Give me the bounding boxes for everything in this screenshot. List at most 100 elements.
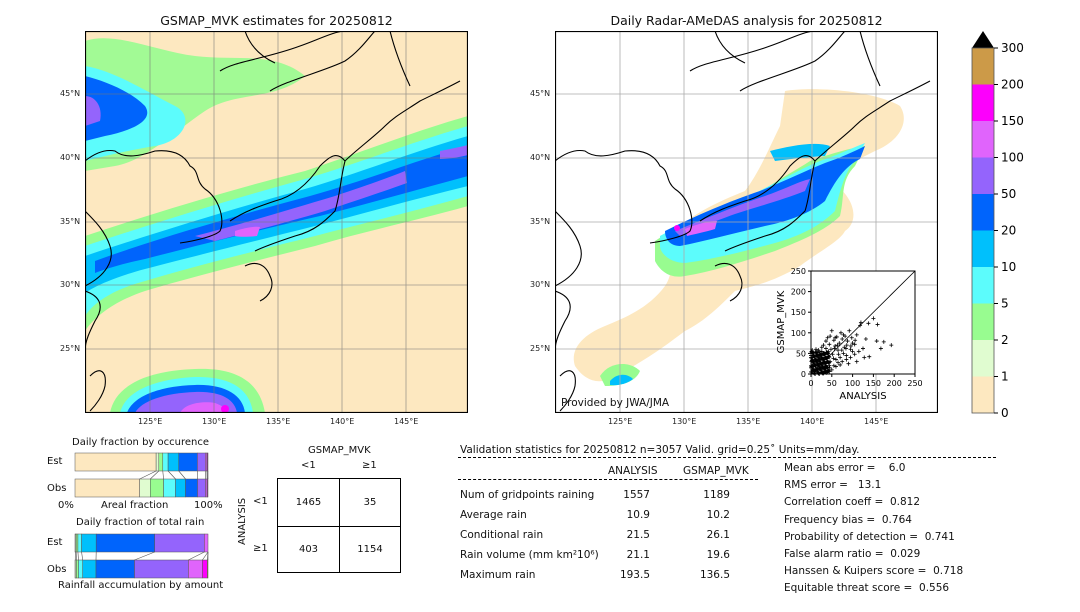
left-map-title: GSMAP_MVK estimates for 20250812 (160, 13, 393, 28)
right-lon-tick: 135°E (736, 417, 761, 426)
scatter-point (840, 359, 845, 364)
scatter-point (818, 367, 823, 372)
colorbar-tick-label: 200 (1001, 78, 1024, 92)
scatter-point (825, 335, 830, 340)
scatter-point (825, 365, 830, 370)
scatter-point (828, 347, 833, 352)
validation-row-analysis: 10.9 (626, 509, 650, 521)
scatter-point (815, 368, 820, 373)
scatter-point (863, 336, 868, 341)
scatter-ytick-label: 50 (796, 349, 806, 358)
scatter-point (821, 357, 826, 362)
scatter-point (812, 369, 817, 374)
left-map-gridlines (85, 31, 468, 413)
left-lat-tick: 35°N (60, 217, 81, 226)
scatter-point (825, 365, 830, 370)
scatter-point (819, 353, 824, 358)
scatter-xtick-label: 50 (827, 379, 837, 388)
scatter-point (809, 364, 814, 369)
scatter-point (820, 370, 825, 375)
validation-divider (458, 457, 996, 458)
scatter-point (813, 350, 818, 355)
scatter-point (862, 355, 867, 360)
contingency-cell: 35 (363, 497, 377, 508)
scatter-point (858, 320, 863, 325)
scatter-point (820, 356, 825, 361)
scatter-point (844, 343, 849, 348)
scatter-point (818, 352, 823, 357)
right-lat-tick: 40°N (530, 153, 551, 162)
scatter-point (823, 346, 828, 351)
contingency-cell: 1154 (357, 544, 383, 555)
colorbar-tick-label: 0 (1001, 406, 1009, 420)
colorbar-segment (972, 267, 994, 304)
validation-score: False alarm ratio = 0.029 (784, 548, 921, 560)
scatter-point (841, 351, 846, 356)
scatter-point (811, 368, 816, 373)
scatter-point (817, 357, 822, 362)
scatter-point (844, 353, 849, 358)
scatter-point (827, 363, 832, 368)
left-lat-tick: 45°N (60, 89, 81, 98)
scatter-point (821, 357, 826, 362)
scatter-point (816, 362, 821, 367)
scatter-point (822, 352, 827, 357)
rain-area-very-heavy (85, 96, 101, 126)
scatter-ytick-label: 100 (791, 329, 806, 338)
scatter-point (835, 343, 840, 348)
scatter-point (812, 355, 817, 360)
fraction-segment-est (81, 533, 97, 553)
occurrence-bars (74, 452, 209, 498)
colorbar-segment (972, 84, 994, 121)
colorbar-segment (972, 121, 994, 158)
fraction-segment-obs (175, 478, 186, 498)
fraction-segment-est (75, 533, 79, 553)
scatter-point (826, 360, 831, 365)
scatter-point (822, 366, 827, 371)
fraction-segment-obs (150, 478, 164, 498)
scatter-point (874, 339, 879, 344)
validation-row-gsmap: 136.5 (699, 569, 730, 581)
scatter-point (837, 341, 842, 346)
validation-row-gsmap: 1189 (703, 489, 730, 501)
scatter-point (833, 335, 838, 340)
scatter-point (836, 360, 841, 365)
fraction-segment-obs (202, 559, 208, 579)
validation-score: Hanssen & Kuipers score = 0.718 (784, 565, 964, 578)
fraction-connector (202, 551, 209, 561)
scatter-point (866, 321, 871, 326)
scatter-point (850, 349, 855, 354)
scatter-point (889, 343, 894, 348)
scatter-point (833, 343, 838, 348)
occurrence-xtick-1: 100% (194, 500, 223, 511)
fraction-segment-est (95, 533, 155, 553)
scatter-point (811, 359, 816, 364)
left-lat-tick: 30°N (60, 280, 81, 289)
fraction-connector (188, 551, 205, 561)
scatter-point (810, 359, 815, 364)
right-lon-tick: 145°E (864, 417, 889, 426)
scatter-point (814, 367, 819, 372)
scatter-point (811, 368, 816, 373)
scatter-xtick-label: 200 (887, 379, 902, 388)
totalrain-xlabel: Rainfall accumulation by amount (58, 580, 224, 591)
scatter-xtick-label: 100 (845, 379, 860, 388)
scatter-point (809, 355, 813, 360)
colorbar-segment (972, 157, 994, 194)
fraction-segment-est (154, 533, 205, 553)
scatter-point (881, 339, 886, 344)
data-credit: Provided by JWA/JMA (561, 397, 670, 409)
left-map-coastlines (85, 31, 461, 412)
scatter-point (854, 359, 859, 364)
colorbar-tick-label: 100 (1001, 151, 1024, 165)
right-lon-tick: 140°E (800, 417, 825, 426)
scatter-point (826, 368, 831, 373)
validation-score: Equitable threat score = 0.556 (784, 582, 950, 595)
scatter-point (823, 370, 828, 375)
scatter-point (826, 354, 831, 359)
fraction-segment-est (197, 452, 206, 472)
scatter-point (849, 335, 854, 340)
scatter-point (875, 322, 880, 327)
scatter-point (826, 351, 831, 356)
right-lat-tick: 35°N (530, 217, 551, 226)
